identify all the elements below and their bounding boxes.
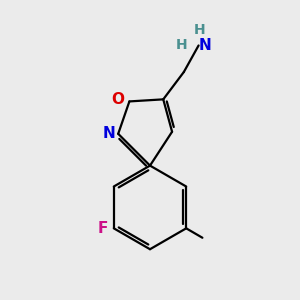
Text: H: H (176, 38, 188, 52)
Text: H: H (194, 23, 206, 37)
Text: F: F (98, 221, 109, 236)
Text: O: O (111, 92, 124, 106)
Text: N: N (199, 38, 211, 53)
Text: N: N (103, 126, 116, 141)
